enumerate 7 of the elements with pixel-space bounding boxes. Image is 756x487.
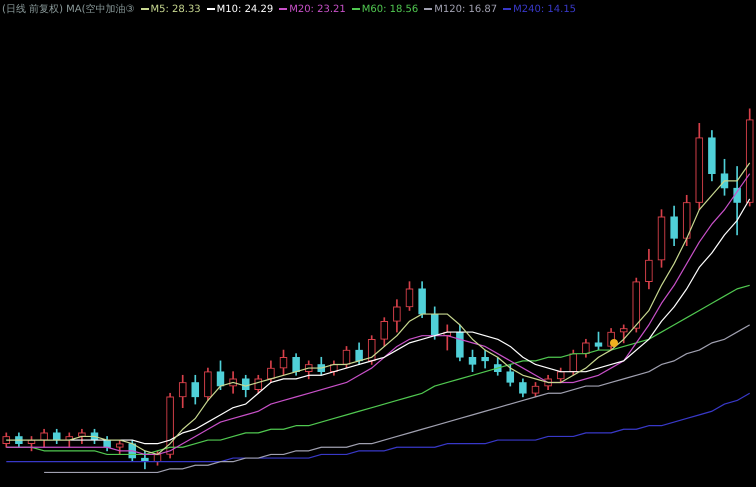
legend-label: M120: 16.87	[434, 4, 498, 15]
legend-label: M10: 24.29	[216, 4, 274, 15]
legend-label: M20: 23.21	[289, 4, 346, 15]
chart-title: (日线 前复权) MA(空中加油③	[2, 4, 134, 15]
legend-label: M60: 18.56	[362, 4, 418, 15]
legend-label: M5: 28.33	[150, 4, 201, 15]
legend-label: M240: 14.15	[513, 4, 576, 15]
